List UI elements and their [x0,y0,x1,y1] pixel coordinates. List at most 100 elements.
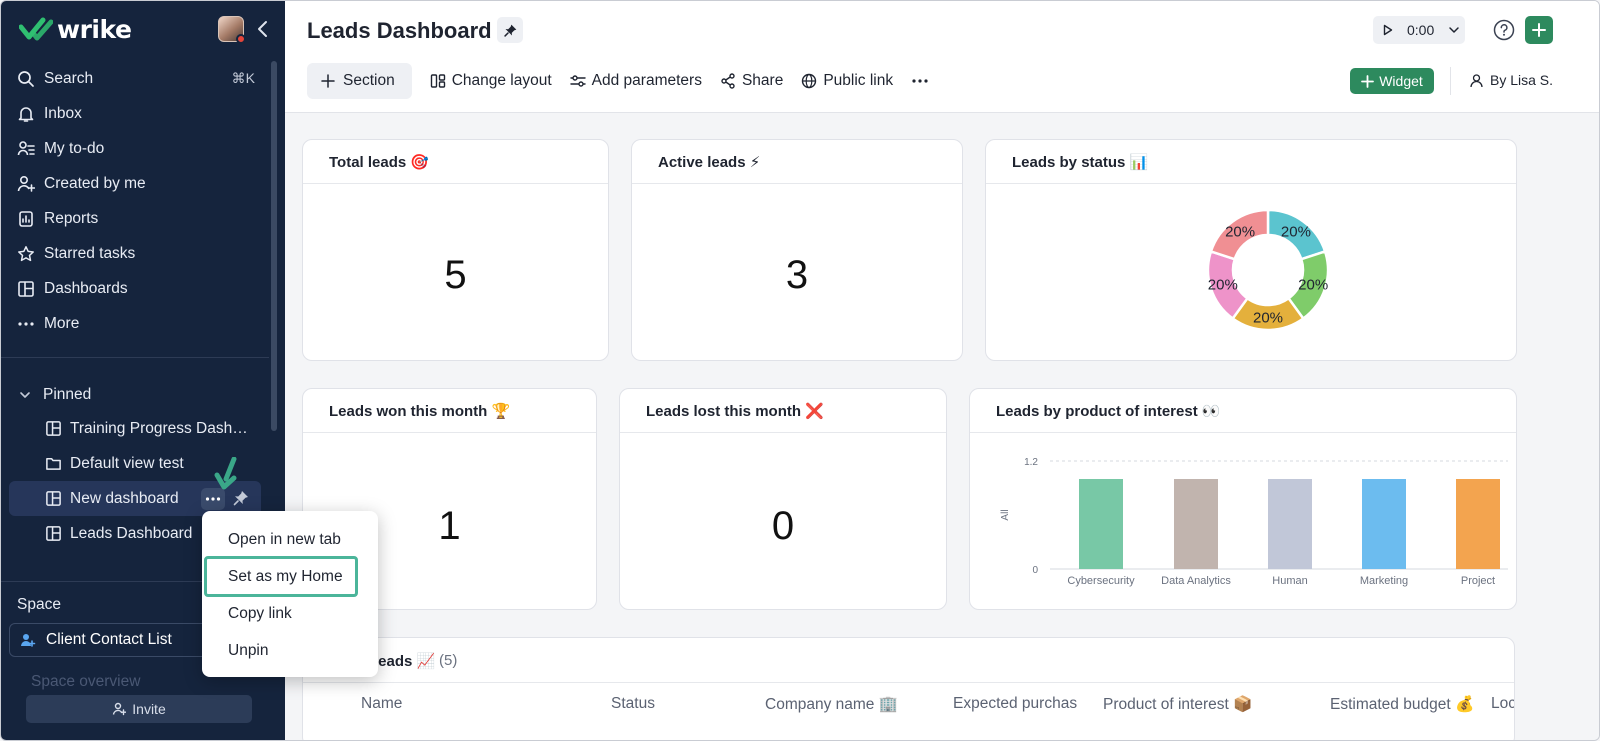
pinned-item-label: New dashboard [70,489,179,507]
sidebar-item-starred-tasks[interactable]: Starred tasks [9,236,269,271]
pinned-item-leads-dashboard[interactable]: Leads Dashboard [9,516,261,551]
y-tick-label: 1.2 [1024,457,1038,468]
x-tick-label: Marketing [1360,575,1408,587]
bar-human[interactable] [1268,479,1312,569]
more-options-icon[interactable] [911,78,929,84]
public-link-button[interactable]: Public link [801,72,893,90]
widget-title: Total leads 🎯 [303,140,608,184]
share-button[interactable]: Share [720,72,783,90]
main-area: Leads Dashboard 0:00 Section [285,1,1599,740]
time-tracker[interactable]: 0:00 [1373,16,1465,44]
column-header-budget[interactable]: Estimated budget 💰 [1330,696,1475,713]
pinned-list: Training Progress Dash… Default view tes… [9,411,261,551]
column-header-location[interactable]: Locat [1491,695,1514,712]
sliders-icon [569,75,586,87]
add-widget-button[interactable]: Widget [1350,68,1434,94]
widget-leads-by-status[interactable]: Leads by status 📊 20% 20% 20% 20% 20% [985,139,1517,361]
bar-project[interactable] [1456,479,1500,569]
pinned-item-default-view-test[interactable]: Default view test [9,446,261,481]
sidebar-item-dashboards[interactable]: Dashboards [9,271,269,306]
widget-leads-table[interactable]: Leads 📈 (5) Name Status Company name 🏢 E… [302,637,1515,740]
x-tick-label: Cybersecurity [1067,575,1135,587]
share-icon [721,73,735,89]
menu-item-copy-link[interactable]: Copy link [228,604,292,622]
add-parameters-button[interactable]: Add parameters [569,72,702,90]
sidebar-scrollbar[interactable] [271,61,277,431]
sidebar-item-reports[interactable]: Reports [9,201,269,236]
sidebar-item-label: Reports [44,209,99,227]
menu-item-set-as-home[interactable]: Set as my Home [204,556,358,597]
pinned-item-training-progress[interactable]: Training Progress Dash… [9,411,261,446]
bell-icon [18,106,34,122]
widget-leads-won[interactable]: Leads won this month 🏆 1 [302,388,597,610]
pinned-item-label: Default view test [70,454,184,472]
widget-total-leads[interactable]: Total leads 🎯 5 [302,139,609,361]
sidebar-item-more[interactable]: More [9,306,269,341]
author-label: By Lisa S. [1490,72,1554,88]
dashboard-icon [46,491,61,506]
change-layout-button[interactable]: Change layout [430,72,552,90]
space-overview-item[interactable]: Space overview [31,673,141,690]
y-axis-label: All [1000,509,1011,520]
pin-icon[interactable] [232,489,250,507]
column-header-status[interactable]: Status [611,695,655,712]
active-leads-value: 3 [785,253,809,297]
bar-cybersecurity[interactable] [1079,479,1123,569]
todo-icon [17,140,35,155]
more-icon [205,497,221,501]
add-section-button[interactable]: Section [307,63,412,99]
pinned-section-toggle[interactable]: Pinned [19,383,91,407]
sidebar-item-inbox[interactable]: Inbox [9,96,269,131]
help-icon[interactable] [1493,19,1515,41]
create-new-button[interactable] [1525,16,1553,44]
sidebar-item-search[interactable]: Search ⌘K [9,61,269,96]
pinned-item-label: Leads Dashboard [70,524,193,542]
menu-item-unpin[interactable]: Unpin [228,641,269,659]
x-tick-label: Human [1272,575,1307,587]
dashboard-icon [18,280,34,297]
bar-data-analytics[interactable] [1174,479,1218,569]
sidebar-item-label: More [44,314,80,332]
layout-icon [430,74,445,88]
plus-icon [1532,23,1546,37]
column-header-product[interactable]: Product of interest 📦 [1103,696,1253,713]
annotation-arrow-icon [214,457,237,490]
space-heading: Space [17,596,61,613]
menu-item-open-new-tab[interactable]: Open in new tab [228,530,341,548]
widget-active-leads[interactable]: Active leads ⚡ 3 [631,139,963,361]
dashboard-author[interactable]: By Lisa S. [1469,72,1553,88]
public-link-label: Public link [823,72,894,89]
search-shortcut: ⌘K [231,70,255,86]
column-header-expected-purchase[interactable]: Expected purchas [953,695,1078,712]
sidebar-item-label: My to-do [44,139,105,157]
donut-slice-4[interactable] [1209,208,1270,261]
share-label: Share [741,72,784,89]
item-more-button[interactable] [201,488,225,510]
status-dot [236,34,246,44]
sidebar-item-label: Search [44,69,94,87]
invite-button[interactable]: Invite [26,695,252,723]
bar-marketing[interactable] [1362,479,1406,569]
collapse-sidebar-icon[interactable] [255,18,271,40]
widget-leads-lost[interactable]: Leads lost this month ❌ 0 [619,388,947,610]
avatar[interactable] [218,16,246,44]
folder-icon [46,458,61,470]
dashboard-icon [46,421,61,436]
sidebar-item-created-by-me[interactable]: Created by me [9,166,269,201]
column-header-name[interactable]: Name [361,695,403,712]
space-selector[interactable]: Client Contact List [9,623,209,657]
divider [1450,67,1451,95]
widget-leads-by-product[interactable]: Leads by product of interest 👀 1.2 0 All Cy… [969,388,1517,610]
context-menu: Open in new tab Set as my Home Copy link… [202,511,378,677]
widget-title: Leads by status 📊 [986,140,1516,184]
column-header-company[interactable]: Company name 🏢 [765,696,899,713]
pinned-item-new-dashboard[interactable]: New dashboard [9,481,261,516]
wrike-check-icon [19,17,53,40]
wrike-logo[interactable]: wrike [19,15,132,44]
leads-lost-value: 0 [771,504,795,548]
sidebar-item-my-todo[interactable]: My to-do [9,131,269,166]
divider [1,357,269,358]
star-icon [18,245,34,261]
pin-dashboard-button[interactable] [497,17,523,43]
